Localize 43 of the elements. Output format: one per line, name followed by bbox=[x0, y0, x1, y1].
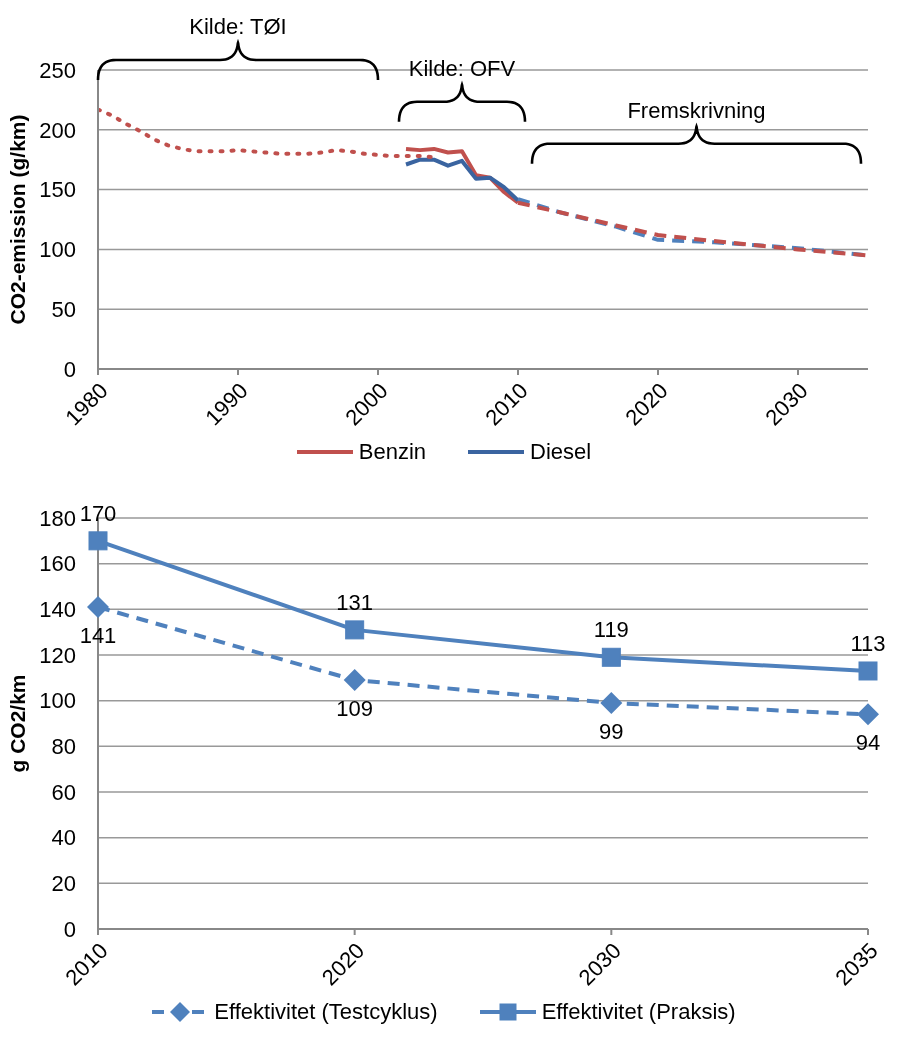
data-label: 131 bbox=[336, 589, 374, 615]
y-tick-label: 150 bbox=[39, 177, 76, 203]
y-tick-label: 50 bbox=[51, 297, 76, 323]
data-label: 113 bbox=[850, 630, 886, 656]
y-tick-label: 100 bbox=[39, 688, 76, 714]
y-tick-label: 160 bbox=[39, 551, 76, 577]
y-tick-label: 100 bbox=[39, 237, 76, 263]
data-label: 99 bbox=[599, 718, 624, 744]
legend-label: Effektivitet (Testcyklus) bbox=[214, 999, 438, 1025]
text: Kilde: TØI bbox=[189, 13, 287, 39]
y-tick-label: 80 bbox=[51, 734, 76, 760]
data-label: 170 bbox=[79, 500, 117, 526]
point bbox=[343, 669, 366, 692]
legend-label: Diesel bbox=[530, 439, 592, 465]
point bbox=[88, 531, 108, 551]
point bbox=[858, 661, 878, 681]
y-tick-label: 120 bbox=[39, 642, 76, 668]
point bbox=[601, 647, 621, 667]
y-tick-label: 250 bbox=[39, 57, 76, 83]
y-tick-label: 200 bbox=[39, 117, 76, 143]
y-tick-label: 40 bbox=[51, 825, 76, 851]
data-label: 109 bbox=[336, 695, 374, 721]
line-series bbox=[98, 107, 436, 160]
point bbox=[600, 691, 623, 714]
point bbox=[87, 596, 109, 619]
y-axis-title: CO2-emission (g/km) bbox=[6, 114, 30, 325]
data-label: 94 bbox=[855, 729, 881, 755]
y-tick-label: 0 bbox=[63, 916, 76, 942]
annotation: Fremskrivning bbox=[627, 97, 766, 123]
y-tick-label: 20 bbox=[51, 871, 76, 897]
point bbox=[857, 703, 879, 726]
data-label: 141 bbox=[79, 622, 117, 648]
y-tick-label: 140 bbox=[39, 597, 76, 623]
annotation: Kilde: OFV bbox=[408, 55, 516, 81]
data-label: 119 bbox=[593, 617, 629, 643]
legend-label: Effektivitet (Praksis) bbox=[541, 999, 736, 1025]
point bbox=[345, 620, 365, 640]
y-tick-label: 60 bbox=[51, 779, 76, 805]
y-tick-label: 180 bbox=[39, 505, 76, 531]
legend-label: Benzin bbox=[358, 439, 427, 465]
y-axis-title: g CO2/km bbox=[6, 674, 30, 773]
line-series bbox=[404, 157, 520, 203]
y-tick-label: 0 bbox=[63, 356, 76, 382]
